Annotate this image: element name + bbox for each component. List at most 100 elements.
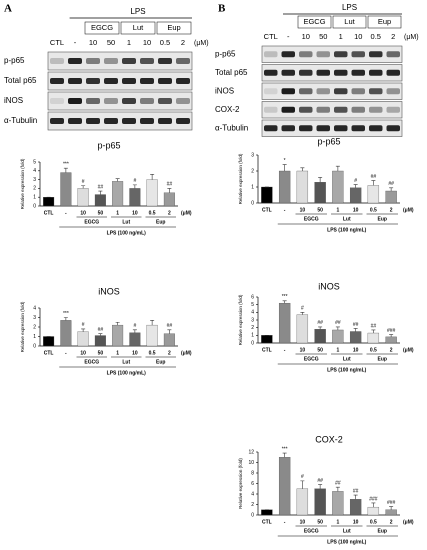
x-tick-label: 10 (80, 350, 86, 356)
blot-band (86, 98, 100, 104)
significance: ## (167, 182, 173, 188)
group-box (332, 15, 367, 29)
blot-band (68, 118, 82, 124)
x-tick-label: 0.5 (370, 519, 377, 525)
blot-band (264, 69, 278, 76)
blot-band (334, 125, 348, 132)
y-tick-label: 10 (248, 460, 254, 466)
blot-band (50, 98, 64, 104)
significance: # (301, 474, 304, 480)
x-tick-label: 2 (390, 207, 393, 213)
x-tick-label: CTL (44, 350, 54, 356)
blot-band (176, 58, 190, 64)
significance: ### (369, 496, 378, 502)
y-tick-label: 0 (251, 512, 254, 518)
y-tick-label: 3 (33, 177, 36, 183)
significance: # (82, 179, 85, 185)
x-tick-label: 10 (353, 207, 359, 213)
bar (112, 181, 124, 207)
significance: ### (387, 500, 396, 506)
blot-row (47, 91, 193, 111)
y-tick-label: 5 (33, 159, 36, 165)
blot-band (86, 58, 100, 64)
chart-title: iNOS (98, 286, 120, 296)
blot-band (334, 88, 348, 95)
x-tick-label: CTL (44, 210, 54, 216)
blot-row (261, 64, 403, 82)
blot-lane: 0.5 (160, 38, 170, 47)
blot-band (299, 51, 313, 58)
blot-band (316, 69, 330, 76)
error-bar (98, 333, 103, 336)
error-bar (353, 184, 358, 188)
bar (43, 336, 55, 347)
error-bar (318, 326, 323, 330)
error-bar (132, 329, 137, 333)
blot-band (158, 78, 172, 84)
error-bar (63, 317, 68, 321)
error-bar (300, 312, 305, 315)
error-bar (335, 165, 340, 171)
x-unit: (μM) (403, 519, 414, 525)
error-bar (353, 328, 358, 332)
blot-lane: 2 (181, 38, 185, 47)
x-tick-label: 10 (353, 347, 359, 353)
x-axis-label: LPS (100 ng/mL) (107, 370, 147, 376)
blot-band (140, 78, 154, 84)
x-tick-label: - (284, 207, 286, 213)
error-bar (300, 167, 305, 171)
bar (296, 314, 309, 344)
x-group-label: EGCG (84, 359, 99, 365)
blot-unit: (μM) (404, 34, 419, 41)
blot-lane: 1 (127, 38, 131, 47)
x-axis-label: LPS (100 ng/mL) (327, 367, 367, 373)
x-tick-label: 0.5 (370, 347, 377, 353)
blot-band (264, 51, 278, 58)
x-tick-label: 2 (168, 350, 171, 356)
blot-group: Eup (378, 17, 391, 26)
panel-label: B (218, 3, 226, 15)
blot-band (158, 58, 172, 64)
blot-row (47, 71, 193, 91)
y-tick-label: 3 (33, 315, 36, 321)
significance: *** (63, 161, 69, 167)
bar (77, 331, 89, 347)
x-tick-label: - (65, 210, 67, 216)
blot-band (281, 125, 295, 132)
significance: *** (282, 446, 288, 452)
y-tick-label: 8 (251, 470, 254, 476)
significance: # (82, 322, 85, 328)
y-tick-label: 4 (251, 491, 254, 497)
x-unit: (μM) (403, 347, 414, 353)
bar (349, 499, 362, 516)
x-group-label: Eup (378, 528, 387, 534)
blot-lane: 10 (143, 38, 151, 47)
blot-band (369, 88, 383, 95)
x-tick-label: 50 (98, 210, 104, 216)
blot-band (50, 118, 64, 124)
blot-lane: 0.5 (371, 32, 381, 41)
significance: *** (63, 311, 69, 317)
y-tick-label: 6 (251, 294, 254, 300)
blot-band (86, 118, 100, 124)
bar (43, 197, 55, 207)
significance: # (301, 306, 304, 312)
blot-band (264, 88, 278, 95)
significance: ## (335, 320, 341, 326)
x-tick-label: 1 (116, 210, 119, 216)
blot-band (176, 78, 190, 84)
chart-title: p-p65 (97, 140, 120, 150)
blot-band (50, 58, 64, 64)
blot-band (386, 69, 400, 76)
x-tick-label: 1 (116, 350, 119, 356)
x-axis-label: LPS (100 ng/mL) (327, 227, 367, 233)
x-group-label: EGCG (304, 356, 319, 362)
x-tick-label: 10 (80, 210, 86, 216)
blot-band (104, 58, 118, 64)
blot-row (47, 111, 193, 131)
blot-band (104, 78, 118, 84)
x-unit: (μM) (181, 210, 192, 216)
bar (129, 188, 141, 207)
significance: ## (335, 481, 341, 487)
significance: # (354, 178, 357, 184)
